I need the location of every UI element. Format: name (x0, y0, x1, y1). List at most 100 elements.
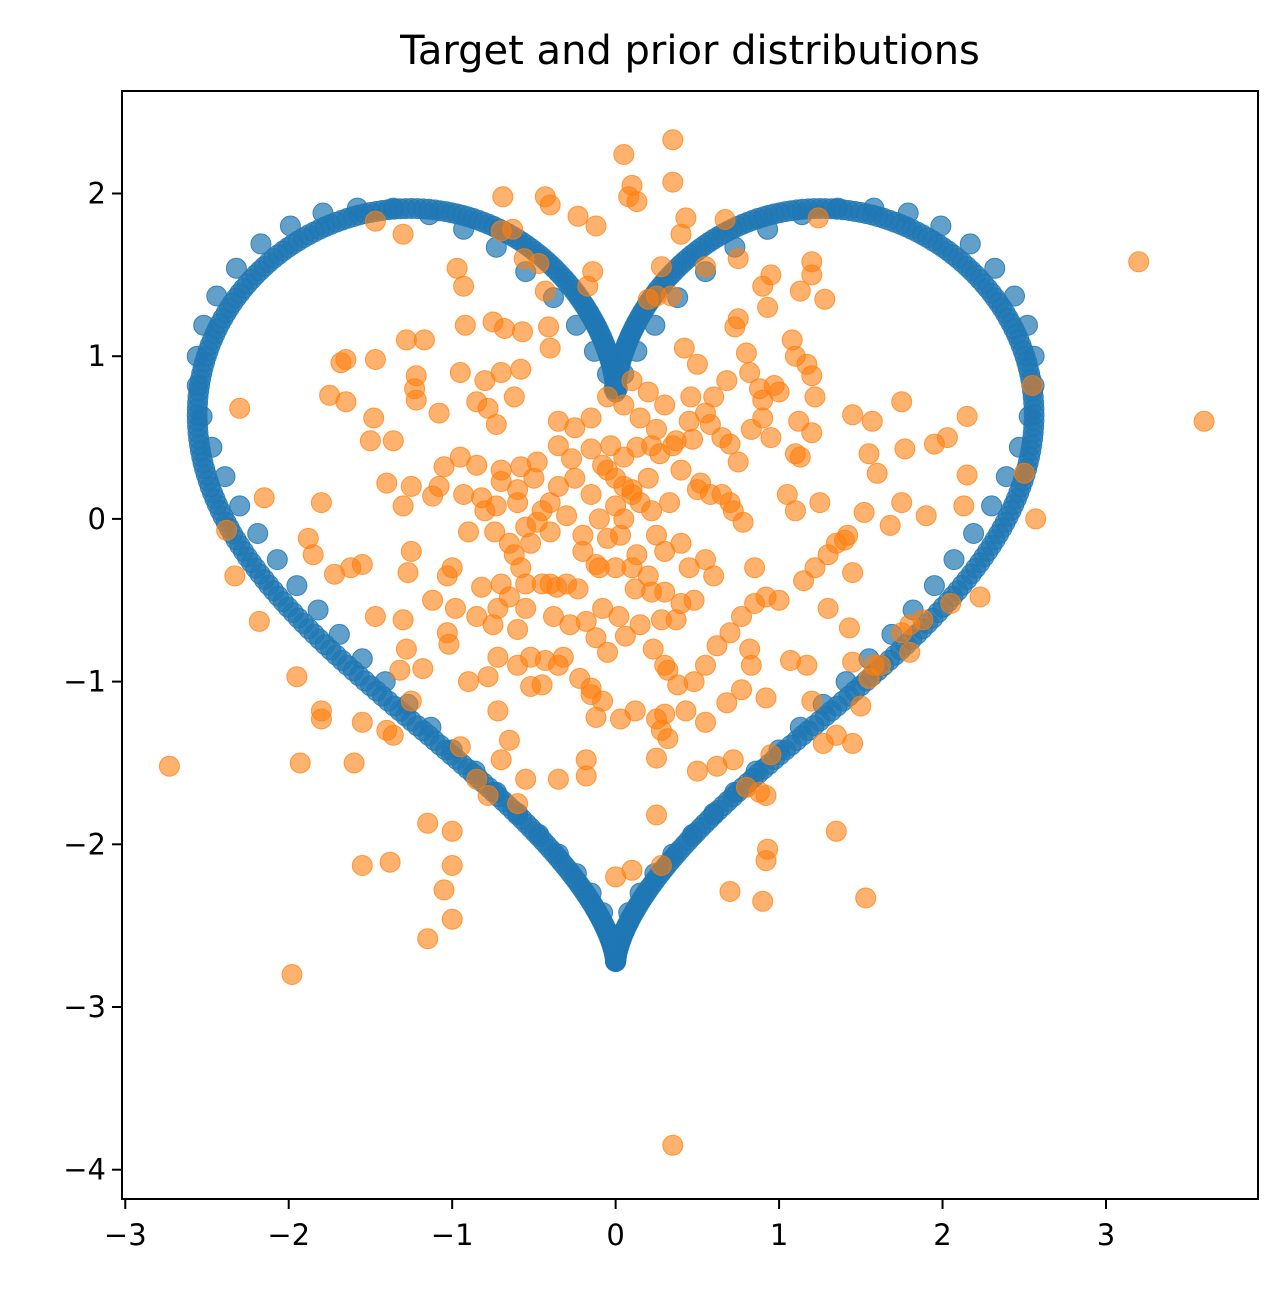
scatter-point (547, 435, 569, 457)
scatter-point (281, 964, 303, 985)
scatter-point (363, 407, 385, 429)
scatter-point (523, 467, 545, 489)
scatter-point (229, 397, 251, 419)
scatter-point (610, 708, 631, 730)
y-tick-label: −4 (63, 1153, 106, 1187)
scatter-point (575, 765, 597, 787)
scatter-point (716, 692, 738, 714)
scatter-point (657, 659, 679, 681)
scatter-point (703, 565, 725, 587)
scatter-point (959, 233, 981, 255)
scatter-point (744, 557, 766, 579)
scatter-point (477, 785, 499, 806)
scatter-point (940, 593, 962, 614)
scatter-point (400, 475, 422, 497)
scatter-point (580, 684, 602, 706)
scatter-point (646, 418, 667, 440)
scatter-point (547, 768, 569, 790)
scatter-point (613, 144, 635, 165)
scatter-point (515, 573, 537, 595)
scatter-point (650, 855, 672, 876)
scatter-point (719, 622, 741, 644)
scatter-point (757, 296, 779, 318)
scatter-point (662, 435, 684, 457)
scatter-point (801, 422, 823, 444)
scatter-point (953, 495, 975, 517)
scatter-point (757, 838, 779, 860)
scatter-point (556, 505, 578, 527)
scatter-point (454, 314, 476, 336)
scatter-point (727, 248, 749, 270)
scatter-point (727, 451, 749, 473)
y-tick-label: 0 (88, 502, 106, 536)
scatter-point (580, 407, 602, 429)
scatter-point (441, 820, 463, 842)
scatter-point (494, 318, 515, 339)
scatter-point (351, 711, 373, 733)
scatter-point (1013, 462, 1035, 484)
scatter-point (695, 654, 716, 676)
scatter-point (842, 651, 864, 673)
scatter-point (686, 479, 708, 501)
scatter-point (670, 593, 692, 614)
scatter-point (307, 599, 329, 621)
scatter-point (866, 462, 888, 484)
scatter-point (446, 257, 468, 279)
scatter-point (441, 908, 463, 930)
scatter-point (662, 129, 684, 151)
scatter-point (793, 570, 815, 592)
scatter-point (289, 752, 311, 774)
scatter-point (492, 186, 514, 208)
scatter-point (755, 785, 777, 806)
scatter-point (796, 654, 818, 676)
scatter-point (837, 524, 859, 546)
scatter-point (670, 223, 692, 245)
scatter-point (673, 337, 695, 359)
scatter-point (842, 732, 864, 754)
scatter-point (466, 454, 488, 476)
scatter-point (722, 749, 744, 771)
scatter-point (789, 446, 811, 468)
scatter-point (405, 389, 427, 411)
scatter-point (642, 638, 664, 660)
scatter-point (662, 1134, 684, 1156)
scatter-point (487, 700, 509, 722)
scatter-point (637, 565, 659, 587)
y-tick-label: −1 (63, 665, 106, 699)
scatter-point (417, 812, 439, 834)
scatter-point (660, 285, 682, 307)
scatter-point (801, 365, 823, 387)
scatter-point (711, 484, 733, 505)
scatter-point (891, 492, 913, 514)
scatter-point (614, 625, 636, 647)
scatter-point (466, 768, 488, 790)
scatter-point (825, 820, 847, 842)
scatter-point (515, 597, 537, 619)
scatter-point (879, 514, 901, 536)
scatter-point (286, 666, 308, 688)
scatter-point (1193, 410, 1215, 432)
scatter-point (899, 641, 921, 663)
scatter-point (417, 928, 439, 950)
scatter-point (547, 475, 569, 497)
scatter-point (915, 505, 937, 527)
scatter-point (379, 851, 401, 873)
scatter-point (433, 456, 455, 478)
scatter-point (510, 358, 532, 380)
scatter-point (487, 646, 509, 668)
scatter-point (963, 523, 985, 544)
scatter-point (397, 562, 419, 584)
scatter-point (444, 597, 466, 619)
plot-points (158, 129, 1215, 1156)
scatter-point (809, 492, 831, 514)
scatter-point (659, 492, 681, 514)
scatter-point (477, 666, 499, 688)
plot-frame (121, 90, 1259, 1200)
scatter-point (364, 606, 386, 627)
scatter-point (984, 257, 1006, 279)
scatter-point (768, 589, 790, 611)
axes-ticks: −3 −2 −1 0 1 2 3 −4 −3 −2 −1 0 1 2 (63, 177, 1115, 1252)
scatter-point (564, 417, 586, 439)
scatter-point (592, 597, 614, 619)
